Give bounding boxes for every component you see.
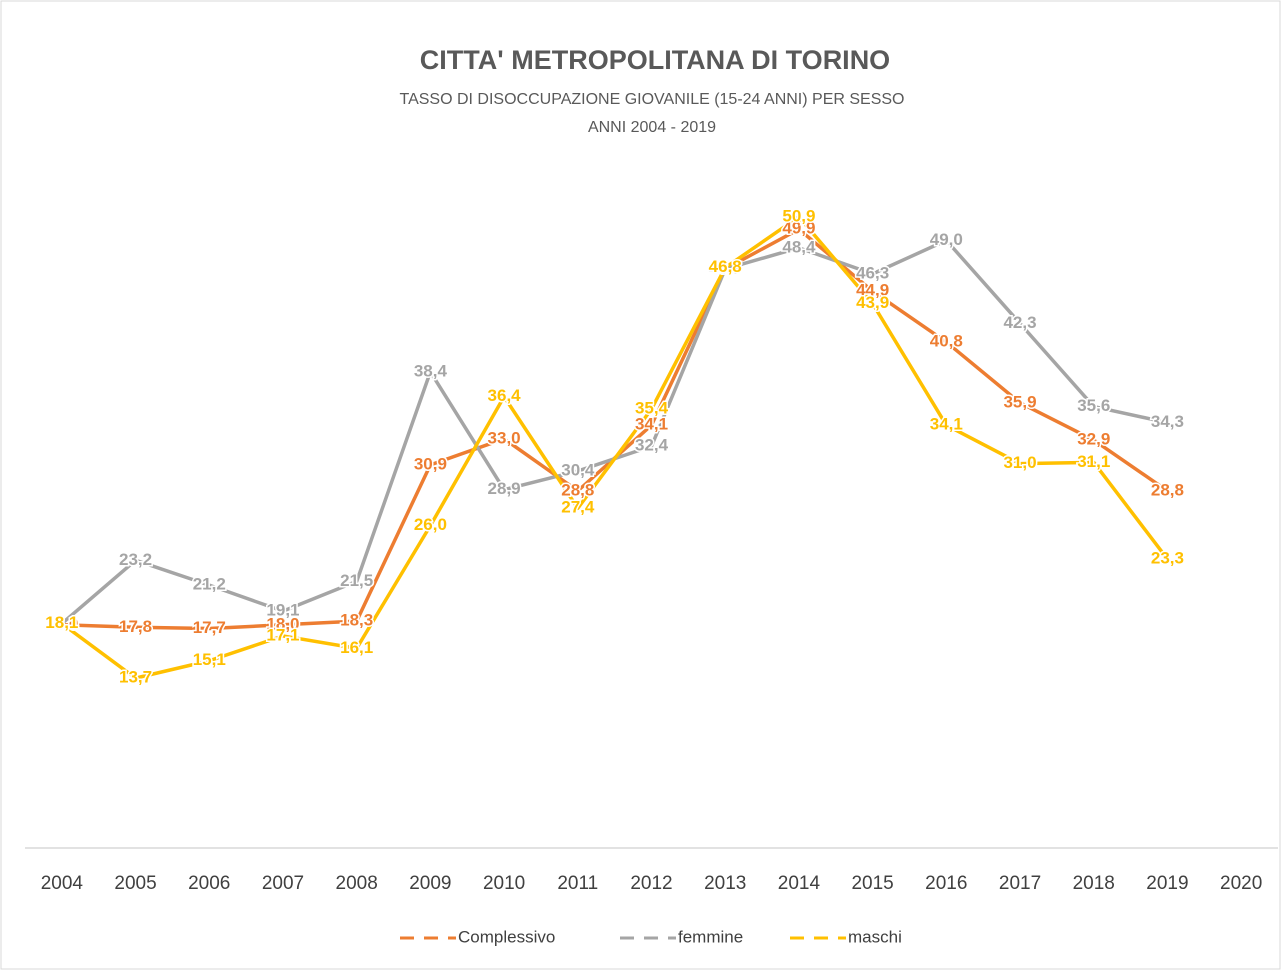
data-label: 18,3 bbox=[340, 611, 373, 630]
data-label: 40,8 bbox=[930, 332, 963, 351]
legend-label: Complessivo bbox=[458, 927, 555, 946]
data-label: 43,9 bbox=[856, 293, 889, 312]
data-label: 42,3 bbox=[1003, 313, 1036, 332]
data-label: 49,0 bbox=[930, 230, 963, 249]
chart-title: CITTA' METROPOLITANA DI TORINO bbox=[420, 45, 890, 75]
data-label: 16,1 bbox=[340, 638, 373, 657]
x-tick-label: 2013 bbox=[704, 873, 746, 894]
chart-subtitle: TASSO DI DISOCCUPAZIONE GIOVANILE (15-24… bbox=[399, 91, 904, 108]
data-label: 46,7 bbox=[709, 258, 742, 277]
data-label: 32,9 bbox=[1077, 430, 1110, 449]
data-label: 28,8 bbox=[1151, 480, 1184, 499]
data-label: 46,8 bbox=[709, 257, 742, 276]
data-label: 23,2 bbox=[119, 550, 152, 569]
data-label: 35,9 bbox=[1003, 392, 1036, 411]
data-label: 35,4 bbox=[635, 399, 669, 418]
data-label: 31,1 bbox=[1077, 452, 1110, 471]
data-label: 21,5 bbox=[340, 571, 373, 590]
legend-label: maschi bbox=[848, 927, 902, 946]
x-tick-label: 2016 bbox=[925, 873, 967, 894]
series-line bbox=[60, 215, 1169, 680]
data-label: 19,1 bbox=[266, 601, 299, 620]
data-label: 17,7 bbox=[193, 618, 226, 637]
data-label: 32,4 bbox=[635, 436, 669, 455]
x-tick-label: 2015 bbox=[851, 873, 893, 894]
x-tick-label: 2008 bbox=[336, 873, 378, 894]
data-label: 46,7 bbox=[709, 258, 742, 277]
data-label: 34,1 bbox=[635, 415, 668, 434]
data-label: 34,1 bbox=[930, 415, 963, 434]
data-label: 15,1 bbox=[193, 650, 226, 669]
x-tick-label: 2018 bbox=[1073, 873, 1115, 894]
data-label: 18,1 bbox=[45, 613, 78, 632]
x-tick-label: 2019 bbox=[1146, 873, 1188, 894]
data-label: 35,6 bbox=[1077, 396, 1110, 415]
data-label: 28,8 bbox=[561, 480, 594, 499]
data-label: 27,4 bbox=[561, 498, 595, 517]
data-label: 36,4 bbox=[488, 386, 522, 405]
chart-subtitle: ANNI 2004 - 2019 bbox=[588, 119, 716, 136]
x-tick-label: 2004 bbox=[41, 873, 84, 894]
data-label: 50,9 bbox=[782, 206, 815, 225]
data-label: 44,9 bbox=[856, 281, 889, 300]
data-label: 17,8 bbox=[119, 617, 152, 636]
data-label: 31,0 bbox=[1003, 453, 1036, 472]
data-label: 46,3 bbox=[856, 263, 889, 282]
x-tick-label: 2011 bbox=[557, 873, 598, 894]
x-tick-label: 2010 bbox=[483, 873, 525, 894]
data-label: 38,4 bbox=[414, 361, 448, 380]
x-tick-label: 2005 bbox=[114, 873, 156, 894]
x-tick-label: 2012 bbox=[630, 873, 672, 894]
x-tick-label: 2007 bbox=[262, 873, 304, 894]
data-label: 18,0 bbox=[266, 614, 299, 633]
data-label: 30,4 bbox=[561, 461, 595, 480]
data-label: 21,2 bbox=[193, 575, 226, 594]
data-label: 18,0 bbox=[45, 614, 78, 633]
data-label: 33,0 bbox=[488, 428, 521, 447]
data-label: 49,9 bbox=[782, 219, 815, 238]
x-tick-label: 2009 bbox=[409, 873, 451, 894]
data-label: 18,1 bbox=[45, 613, 78, 632]
x-tick-label: 2006 bbox=[188, 873, 230, 894]
x-tick-label: 2017 bbox=[999, 873, 1041, 894]
data-label: 34,3 bbox=[1151, 412, 1184, 431]
data-label: 13,7 bbox=[119, 668, 152, 687]
data-label: 17,1 bbox=[266, 625, 299, 644]
legend-label: femmine bbox=[678, 927, 743, 946]
data-label: 48,4 bbox=[782, 237, 816, 256]
data-label: 28,9 bbox=[488, 479, 521, 498]
x-tick-label: 2014 bbox=[778, 873, 821, 894]
x-tick-label: 2020 bbox=[1220, 873, 1262, 894]
data-label: 23,3 bbox=[1151, 549, 1184, 568]
data-label: 30,9 bbox=[414, 454, 447, 473]
data-label: 26,0 bbox=[414, 515, 447, 534]
